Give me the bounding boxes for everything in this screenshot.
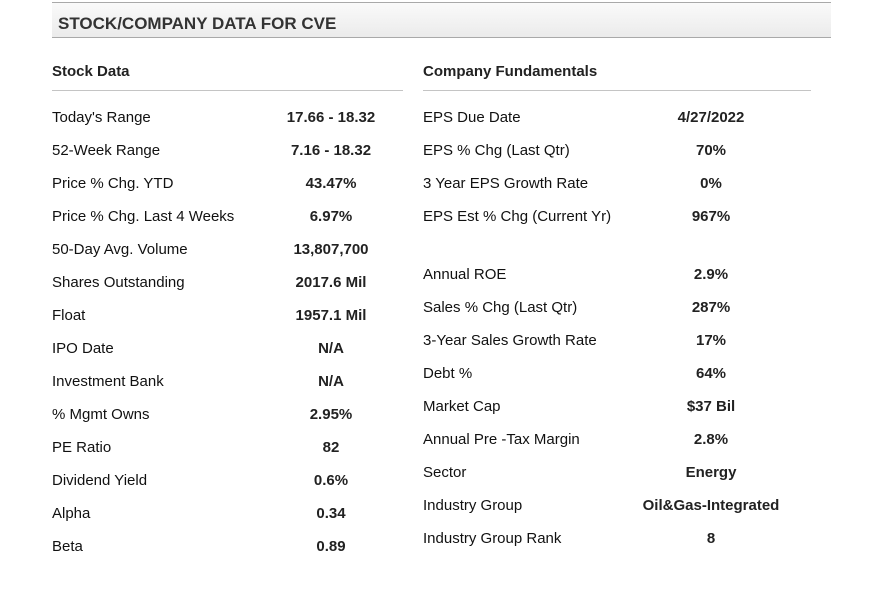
table-row: Float 1957.1 Mil <box>52 303 403 336</box>
row-label: Annual Pre -Tax Margin <box>423 431 580 448</box>
table-row: PE Ratio 82 <box>52 435 403 468</box>
table-row: Industry Group Rank 8 <box>423 526 811 559</box>
table-row: 3-Year Sales Growth Rate 17% <box>423 328 811 361</box>
row-value: 2.8% <box>693 431 729 448</box>
row-value: 4/27/2022 <box>677 109 745 126</box>
row-label: Price % Chg. Last 4 Weeks <box>52 208 235 225</box>
row-value: 43.47% <box>305 175 357 192</box>
row-label: Industry Group Rank <box>423 530 562 547</box>
row-value: 2.95% <box>309 406 353 423</box>
row-value: 287% <box>691 299 731 316</box>
row-label: EPS Est % Chg (Current Yr) <box>423 208 612 225</box>
company-fundamentals-heading: Company Fundamentals <box>423 63 598 80</box>
section-title-bar: STOCK/COMPANY DATA FOR CVE <box>52 2 831 38</box>
table-row: EPS Est % Chg (Current Yr) 967% <box>423 204 811 237</box>
row-value: 8 <box>706 530 716 547</box>
table-row: Annual Pre -Tax Margin 2.8% <box>423 427 811 460</box>
row-label: Dividend Yield <box>52 472 148 489</box>
stock-data-divider <box>52 90 403 91</box>
row-value: 0.89 <box>316 538 346 555</box>
row-label: 3-Year Sales Growth Rate <box>423 332 597 349</box>
table-row: 50-Day Avg. Volume 13,807,700 <box>52 237 403 270</box>
table-row: EPS Due Date 4/27/2022 <box>423 105 811 138</box>
row-label: Alpha <box>52 505 91 522</box>
row-label: EPS Due Date <box>423 109 521 126</box>
row-value: $37 Bil <box>686 398 736 415</box>
row-label: EPS % Chg (Last Qtr) <box>423 142 570 159</box>
stock-data-heading: Stock Data <box>52 63 130 80</box>
row-label: Investment Bank <box>52 373 164 390</box>
table-row: Alpha 0.34 <box>52 501 403 534</box>
row-value: 0% <box>700 175 722 192</box>
row-value: 7.16 - 18.32 <box>290 142 372 159</box>
table-row: % Mgmt Owns 2.95% <box>52 402 403 435</box>
row-value: Energy <box>685 464 737 481</box>
table-row: Market Cap $37 Bil <box>423 394 811 427</box>
row-value: 0.34 <box>316 505 346 522</box>
table-row: Industry Group Oil&Gas-Integrated <box>423 493 811 526</box>
row-label: Beta <box>52 538 83 555</box>
table-row: Today's Range 17.66 - 18.32 <box>52 105 403 138</box>
row-label: PE Ratio <box>52 439 112 456</box>
row-label: Sector <box>423 464 467 481</box>
row-label: Shares Outstanding <box>52 274 185 291</box>
row-value: 2.9% <box>693 266 729 283</box>
table-row: Shares Outstanding 2017.6 Mil <box>52 270 403 303</box>
row-value: 13,807,700 <box>293 241 369 258</box>
row-value: 0.6% <box>313 472 349 489</box>
row-label: Debt % <box>423 365 473 382</box>
table-row: 3 Year EPS Growth Rate 0% <box>423 171 811 204</box>
row-value: Oil&Gas-Integrated <box>642 497 780 514</box>
row-value: N/A <box>318 340 344 357</box>
table-row: Price % Chg. Last 4 Weeks 6.97% <box>52 204 403 237</box>
table-row: Beta 0.89 <box>52 534 403 567</box>
table-row: IPO Date N/A <box>52 336 403 369</box>
table-row: Price % Chg. YTD 43.47% <box>52 171 403 204</box>
row-label: Sales % Chg (Last Qtr) <box>423 299 578 316</box>
table-row: 52-Week Range 7.16 - 18.32 <box>52 138 403 171</box>
row-value: 64% <box>695 365 727 382</box>
table-row: Investment Bank N/A <box>52 369 403 402</box>
row-label: 50-Day Avg. Volume <box>52 241 188 258</box>
row-value: 967% <box>691 208 731 225</box>
row-label: % Mgmt Owns <box>52 406 150 423</box>
row-label: Market Cap <box>423 398 501 415</box>
row-value: 2017.6 Mil <box>295 274 367 291</box>
table-row: Dividend Yield 0.6% <box>52 468 403 501</box>
table-row: Annual ROE 2.9% <box>423 262 811 295</box>
row-value: 6.97% <box>309 208 353 225</box>
row-label: Today's Range <box>52 109 151 126</box>
row-label: 52-Week Range <box>52 142 161 159</box>
row-label: IPO Date <box>52 340 114 357</box>
table-row: EPS % Chg (Last Qtr) 70% <box>423 138 811 171</box>
row-label: 3 Year EPS Growth Rate <box>423 175 589 192</box>
row-value: 17.66 - 18.32 <box>286 109 376 126</box>
table-row: Sales % Chg (Last Qtr) 287% <box>423 295 811 328</box>
row-label: Industry Group <box>423 497 523 514</box>
row-value: 70% <box>695 142 727 159</box>
row-label: Price % Chg. YTD <box>52 175 174 192</box>
row-value: 17% <box>695 332 727 349</box>
row-label: Annual ROE <box>423 266 507 283</box>
row-value: 1957.1 Mil <box>295 307 367 324</box>
table-row: Debt % 64% <box>423 361 811 394</box>
row-label: Float <box>52 307 86 324</box>
page-title: STOCK/COMPANY DATA FOR CVE <box>58 14 337 33</box>
company-fundamentals-divider <box>423 90 811 91</box>
row-value: 82 <box>322 439 340 456</box>
table-row: Sector Energy <box>423 460 811 493</box>
row-value: N/A <box>318 373 344 390</box>
